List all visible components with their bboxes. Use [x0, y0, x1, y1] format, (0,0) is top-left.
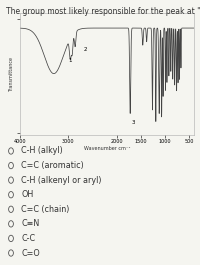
Text: OH: OH — [21, 190, 33, 199]
Text: 2: 2 — [84, 47, 87, 52]
X-axis label: Wavenumber cm⁻¹: Wavenumber cm⁻¹ — [84, 146, 130, 151]
Text: C≡N: C≡N — [21, 219, 39, 228]
Text: C-H (alkenyl or aryl): C-H (alkenyl or aryl) — [21, 176, 102, 185]
Text: C-H (alkyl): C-H (alkyl) — [21, 147, 63, 156]
Y-axis label: Transmittance: Transmittance — [9, 57, 14, 92]
Text: 1: 1 — [69, 58, 72, 63]
Text: C=C (aromatic): C=C (aromatic) — [21, 161, 84, 170]
Text: C=C (chain): C=C (chain) — [21, 205, 69, 214]
Text: The group most likely responsible for the peak at "1" is most likely:: The group most likely responsible for th… — [6, 7, 200, 16]
Text: C=O: C=O — [21, 249, 40, 258]
Text: 3: 3 — [132, 120, 135, 125]
Text: C-C: C-C — [21, 234, 35, 243]
